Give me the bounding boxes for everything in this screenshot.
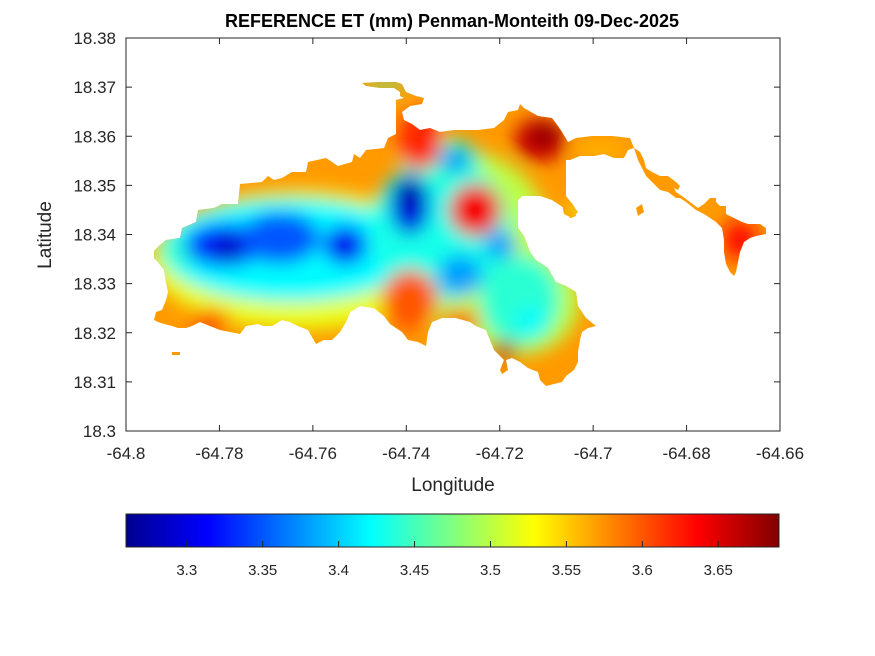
x-tick-label: -64.66	[756, 444, 804, 463]
x-tick-label: -64.8	[107, 444, 146, 463]
colorbar-tick-label: 3.5	[480, 562, 501, 579]
y-tick-label: 18.37	[73, 78, 116, 97]
chart-title: REFERENCE ET (mm) Penman-Monteith 09-Dec…	[225, 11, 679, 31]
et-value-region	[438, 255, 482, 295]
et-value-region	[484, 231, 516, 259]
colorbar-tick-label: 3.45	[400, 562, 429, 579]
y-tick-label: 18.36	[73, 127, 116, 146]
et-value-region	[337, 240, 353, 256]
et-value-region	[480, 255, 560, 345]
colorbar-tick-label: 3.6	[632, 562, 653, 579]
x-tick-label: -64.68	[662, 444, 710, 463]
et-value-region	[382, 270, 438, 330]
et-value-region	[449, 184, 501, 236]
x-tick-label: -64.78	[195, 444, 243, 463]
colorbar	[125, 513, 780, 548]
y-tick-label: 18.34	[73, 226, 116, 245]
colorbar-tick-label: 3.4	[328, 562, 349, 579]
x-tick-label: -64.74	[382, 444, 430, 463]
et-value-region	[439, 150, 471, 170]
x-axis-ticks: -64.8 -64.78 -64.76 -64.74 -64.72 -64.7 -64.68…	[107, 38, 804, 463]
y-tick-label: 18.38	[73, 29, 116, 48]
et-value-region	[516, 306, 544, 334]
y-tick-label: 18.35	[73, 176, 116, 195]
et-value-region	[401, 181, 419, 209]
colorbar-tick-label: 3.3	[176, 562, 197, 579]
et-value-region	[240, 212, 320, 264]
et-value-region	[495, 340, 515, 360]
et-value-region	[574, 142, 626, 158]
y-tick-label: 18.31	[73, 373, 116, 392]
x-tick-label: -64.76	[289, 444, 337, 463]
x-tick-label: -64.7	[574, 444, 613, 463]
y-tick-label: 18.3	[83, 422, 116, 441]
colorbar-tick-label: 3.65	[704, 562, 733, 579]
x-axis-label: Longitude	[411, 475, 494, 496]
et-value-region	[531, 125, 559, 145]
y-tick-label: 18.33	[73, 275, 116, 294]
y-axis-label: Latitude	[35, 201, 56, 269]
colorbar-tick-label: 3.55	[552, 562, 581, 579]
x-tick-label: -64.72	[476, 444, 524, 463]
et-value-region	[214, 239, 242, 257]
colorbar-ticks: 3.3 3.35 3.4 3.45 3.5 3.55 3.6 3.65	[176, 541, 733, 579]
colorbar-tick-label: 3.35	[248, 562, 277, 579]
y-tick-label: 18.32	[73, 324, 116, 343]
y-axis-ticks: 18.3 18.31 18.32 18.33 18.34 18.35 18.36 18.37 1…	[73, 29, 780, 441]
